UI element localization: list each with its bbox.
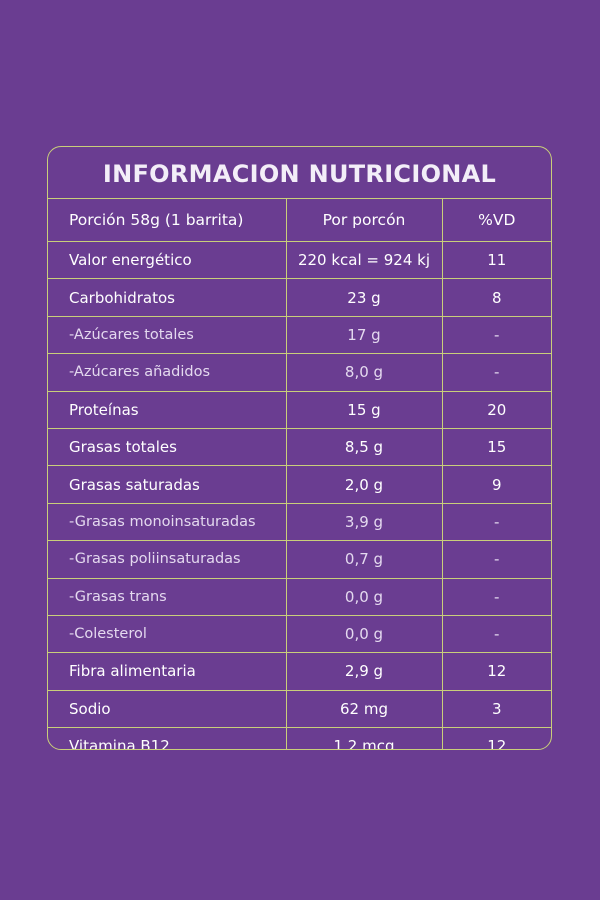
nutrient-name: -Grasas trans — [48, 578, 287, 616]
nutrient-value: 2,0 g — [286, 465, 443, 504]
nutrient-vd: 3 — [442, 690, 551, 729]
nutrient-name: Fibra alimentaria — [48, 652, 287, 691]
table-header-row: Porción 58g (1 barrita) Por porcón %VD — [48, 199, 551, 242]
nutrient-value: 1,2 mcg — [286, 727, 443, 749]
nutrient-value: 2,9 g — [286, 652, 443, 691]
nutrient-value: 3,9 g — [286, 503, 443, 542]
nutrient-value: 23 g — [286, 278, 443, 317]
table-row: -Grasas poliinsaturadas 0,7 g - — [48, 540, 551, 579]
nutrition-title: INFORMACION NUTRICIONAL — [48, 147, 551, 199]
nutrient-name: -Grasas poliinsaturadas — [48, 540, 287, 579]
table-row: -Azúcares añadidos 8,0 g - — [48, 353, 551, 392]
table-row: Sodio 62 mg 3 — [48, 690, 551, 729]
table-row: -Grasas monoinsaturadas 3,9 g - — [48, 503, 551, 542]
nutrient-value: 0,7 g — [286, 540, 443, 579]
nutrient-name: -Colesterol — [48, 615, 287, 654]
nutrient-vd: 15 — [442, 428, 551, 467]
nutrient-value: 17 g — [286, 316, 443, 355]
table-row: -Grasas trans 0,0 g - — [48, 578, 551, 616]
header-portion: Porción 58g (1 barrita) — [48, 199, 287, 242]
nutrient-name: Carbohidratos — [48, 278, 287, 317]
nutrient-name: -Grasas monoinsaturadas — [48, 503, 287, 542]
table-row: Grasas saturadas 2,0 g 9 — [48, 465, 551, 504]
nutrient-vd: - — [442, 540, 551, 579]
nutrient-name: Grasas saturadas — [48, 465, 287, 504]
nutrient-name: Grasas totales — [48, 428, 287, 467]
header-vd: %VD — [442, 199, 551, 242]
nutrient-vd: - — [442, 316, 551, 355]
nutrient-vd: - — [442, 353, 551, 392]
nutrient-name: -Azúcares totales — [48, 316, 287, 355]
nutrient-value: 0,0 g — [286, 578, 443, 616]
nutrient-name: Sodio — [48, 690, 287, 729]
nutrient-vd: - — [442, 503, 551, 542]
table-row: -Colesterol 0,0 g - — [48, 615, 551, 654]
table-row: Carbohidratos 23 g 8 — [48, 278, 551, 317]
nutrient-vd: 12 — [442, 652, 551, 691]
table-row: Proteínas 15 g 20 — [48, 391, 551, 429]
nutrient-name: Proteínas — [48, 391, 287, 429]
nutrient-value: 62 mg — [286, 690, 443, 729]
nutrient-vd: - — [442, 578, 551, 616]
table-row: Valor energético 220 kcal = 924 kj 11 — [48, 241, 551, 280]
nutrition-facts-panel: INFORMACION NUTRICIONAL Porción 58g (1 b… — [47, 146, 552, 750]
nutrient-value: 0,0 g — [286, 615, 443, 654]
nutrient-value: 220 kcal = 924 kj — [286, 241, 443, 280]
nutrient-value: 15 g — [286, 391, 443, 429]
table-row: Fibra alimentaria 2,9 g 12 — [48, 652, 551, 691]
header-per-portion: Por porcón — [286, 199, 443, 242]
nutrient-vd: 8 — [442, 278, 551, 317]
nutrient-vd: 9 — [442, 465, 551, 504]
nutrient-vd: - — [442, 615, 551, 654]
nutrition-table: Porción 58g (1 barrita) Por porcón %VD V… — [48, 199, 551, 750]
nutrient-name: Vitamina B12 — [48, 727, 287, 749]
nutrient-value: 8,0 g — [286, 353, 443, 392]
nutrient-name: -Azúcares añadidos — [48, 353, 287, 392]
table-row: -Azúcares totales 17 g - — [48, 316, 551, 355]
table-row: Grasas totales 8,5 g 15 — [48, 428, 551, 467]
nutrient-vd: 12 — [487, 737, 507, 750]
nutrient-vd: 11 — [442, 241, 551, 280]
nutrient-vd: 20 — [442, 391, 551, 429]
nutrient-name: Valor energético — [48, 241, 287, 280]
table-row: Vitamina B12 1,2 mcg 12 — [48, 727, 551, 750]
nutrient-value: 8,5 g — [286, 428, 443, 467]
